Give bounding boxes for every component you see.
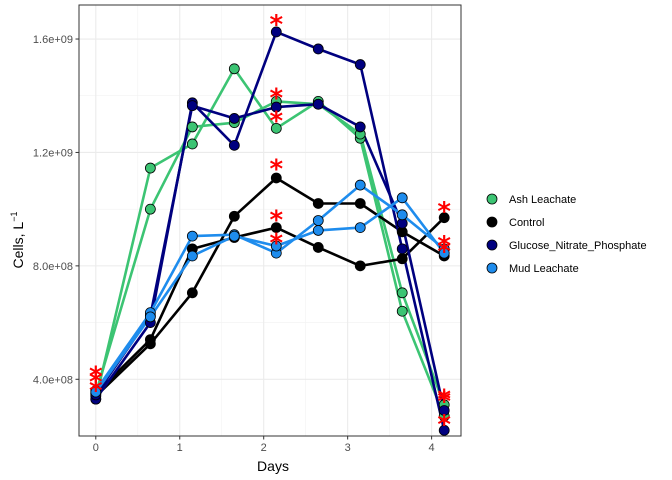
- ash-leachate-point: [270, 122, 282, 134]
- control-point: [228, 210, 240, 222]
- control-point: [270, 172, 282, 184]
- glucose-nitrate-phosphate-point: [228, 113, 240, 124]
- glucose-nitrate-phosphate-point: [270, 26, 282, 38]
- glucose-nitrate-phosphate-point: [312, 43, 324, 55]
- significance-star: *: [269, 206, 283, 236]
- significance-star: *: [437, 387, 451, 417]
- ash-leachate-point: [396, 305, 408, 317]
- mud-leachate-point: [354, 222, 366, 233]
- legend-label-mud-leachate: Mud Leachate: [509, 263, 579, 275]
- control-point: [354, 198, 366, 209]
- legend: Ash Leachate Control Glucose_Nitrate_Phosp…: [486, 193, 647, 275]
- mud-leachate-point: [228, 230, 240, 242]
- y-tick-label: 1.2e+09: [33, 147, 73, 159]
- x-tick-label: 3: [345, 442, 351, 454]
- significance-star: *: [269, 228, 283, 258]
- significance-star: *: [269, 106, 283, 136]
- significance-star: *: [89, 376, 103, 406]
- glucose-nitrate-phosphate-point: [270, 101, 282, 113]
- x-tick-label: 0: [93, 442, 99, 454]
- control-point: [144, 334, 156, 345]
- control-point: [312, 198, 324, 209]
- significance-star: *: [89, 367, 103, 397]
- legend-label-control: Control: [509, 217, 544, 229]
- significance-star: *: [89, 362, 103, 392]
- mud-leachate-point: [438, 247, 450, 259]
- x-tick-label: 2: [261, 442, 267, 454]
- ash-leachate-point: [144, 162, 156, 174]
- control-point: [312, 242, 324, 253]
- major-gridlines: [79, 5, 461, 436]
- y-tick-label: 1.6e+09: [33, 34, 73, 46]
- glucose-nitrate-phosphate-point: [312, 98, 324, 110]
- mud-leachate-point: [396, 192, 408, 204]
- legend-key-ash-leachate: [486, 193, 498, 205]
- panel-border: [78, 4, 462, 437]
- ash-leachate-point: [186, 121, 198, 133]
- legend-key-glucose-nitrate-phosphate: [486, 239, 498, 251]
- x-tick-label: 1: [177, 442, 183, 454]
- y-axis: 4.0e+08 8.0e+08 1.2e+09 1.6e+09: [33, 34, 79, 386]
- y-axis-title-text: Cells, L: [10, 222, 26, 269]
- legend-label-ash-leachate: Ash Leachate: [509, 194, 576, 206]
- y-axis-title-superscript: −1: [9, 212, 19, 222]
- plot-panel: ****** ******** *: [78, 4, 462, 440]
- mud-leachate-point: [90, 386, 102, 398]
- ash-leachate-point: [228, 63, 240, 75]
- mud-leachate-point: [270, 240, 282, 252]
- control-point: [438, 212, 450, 224]
- mud-leachate-point: [312, 225, 324, 236]
- legend-key-mud-leachate: [486, 262, 498, 274]
- mud-leachate-point: [354, 179, 366, 191]
- ash-leachate-point: [396, 287, 408, 299]
- y-axis-title: Cells, L−1: [9, 212, 26, 269]
- significance-star: *: [437, 197, 451, 227]
- glucose-nitrate-phosphate-point: [228, 139, 240, 151]
- significance-markers: ****** ******** *: [89, 10, 451, 440]
- significance-star: *: [269, 10, 283, 40]
- significance-star: *: [437, 237, 451, 267]
- mud-leachate-point: [186, 230, 198, 242]
- mud-leachate-point: [312, 215, 324, 226]
- mud-leachate-point: [396, 209, 408, 221]
- glucose-nitrate-phosphate-point: [396, 243, 408, 255]
- glucose-nitrate-phosphate-point: [438, 424, 450, 436]
- significance-star: *: [437, 410, 451, 440]
- mud-leachate-point: [144, 311, 156, 323]
- legend-label-glucose-nitrate-phosphate: Glucose_Nitrate_Phosphate: [509, 240, 647, 252]
- control-point: [270, 222, 282, 233]
- panel-background: [79, 5, 461, 436]
- control-point: [354, 260, 366, 272]
- legend-key-control: [486, 216, 498, 228]
- x-tick-label: 4: [429, 442, 435, 454]
- x-axis-title: Days: [257, 458, 289, 474]
- significance-star: *: [437, 384, 451, 414]
- y-tick-label: 4.0e+08: [33, 374, 73, 386]
- glucose-nitrate-phosphate-point: [186, 100, 198, 112]
- control-point: [396, 253, 408, 265]
- mud-leachate-point: [186, 250, 198, 262]
- ash-leachate-point: [186, 138, 198, 150]
- glucose-nitrate-phosphate-point: [354, 121, 366, 133]
- control-point: [186, 287, 198, 299]
- ash-leachate-point: [144, 203, 156, 215]
- significance-star: *: [437, 231, 451, 261]
- glucose-nitrate-phosphate-point: [354, 59, 366, 70]
- glucose-nitrate-phosphate-point: [438, 405, 450, 416]
- y-tick-label: 8.0e+08: [33, 261, 73, 273]
- significance-star: *: [269, 155, 283, 185]
- data-points: [90, 26, 450, 436]
- significance-star: *: [269, 84, 283, 114]
- x-axis: 0 1 2 3 4: [93, 436, 435, 454]
